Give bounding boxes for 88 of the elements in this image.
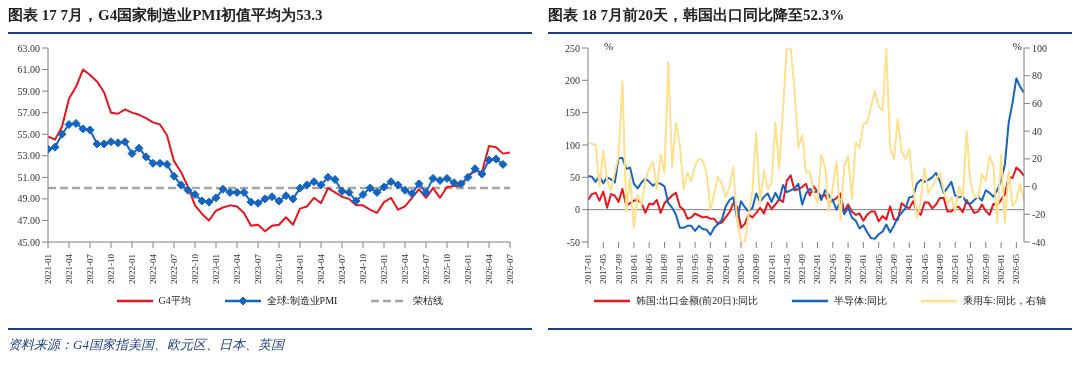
x-tick-label: 2017-05 xyxy=(598,253,609,284)
x-tick-label: 2026-05 xyxy=(1011,253,1022,284)
x-tick-label: 2026-04 xyxy=(484,253,494,284)
x-tick-label: 2022-01 xyxy=(127,254,137,284)
x-tick-label: 2019-09 xyxy=(705,253,716,284)
legend-label: 韩国:出口金额(前20日):同比 xyxy=(636,294,759,308)
x-tick-label: 2021-05 xyxy=(781,253,792,284)
x-tick-label: 2022-05 xyxy=(827,253,838,284)
y-tick-label: 250 xyxy=(565,42,580,54)
y2-tick-label: 40 xyxy=(1032,125,1042,137)
x-tick-label: 2022-10 xyxy=(190,253,200,284)
x-tick-label: 2022-07 xyxy=(169,253,179,284)
x-tick-label: 2025-04 xyxy=(400,253,410,284)
x-tick-label: 2024-04 xyxy=(316,253,326,284)
y-tick-label: 61.00 xyxy=(17,64,40,76)
x-tick-label: 2023-01 xyxy=(858,254,869,284)
y2-tick-label: 0 xyxy=(1032,181,1037,193)
y-tick-label: 50 xyxy=(570,171,580,183)
y-tick-label: 57.00 xyxy=(17,107,40,119)
x-tick-label: 2024-01 xyxy=(904,254,915,284)
legend-label: 全球:制造业PMI xyxy=(266,294,338,308)
x-tick-label: 2023-10 xyxy=(274,253,284,284)
x-tick-label: 2026-01 xyxy=(463,254,473,284)
legend-label: 荣枯线 xyxy=(413,294,444,308)
x-tick-label: 2017-09 xyxy=(613,253,624,284)
y-tick-label: 47.00 xyxy=(17,214,40,226)
y2-tick-label: -20 xyxy=(1032,208,1046,220)
y2-tick-label: 80 xyxy=(1032,70,1042,82)
x-tick-label: 2024-05 xyxy=(919,253,930,284)
x-tick-label: 2020-01 xyxy=(720,254,731,284)
x-tick-label: 2021-07 xyxy=(85,253,95,284)
y2-tick-label: -40 xyxy=(1032,236,1046,248)
x-tick-label: 2024-09 xyxy=(934,253,945,284)
x-tick-label: 2024-01 xyxy=(295,254,305,284)
x-tick-label: 2025-01 xyxy=(950,254,961,284)
x-tick-label: 2018-05 xyxy=(644,253,655,284)
legend-label: 半导体:同比 xyxy=(834,294,888,308)
y-tick-label: 59.00 xyxy=(17,85,40,97)
y-tick-label: -50 xyxy=(566,236,580,248)
x-tick-label: 2025-10 xyxy=(442,253,452,284)
x-tick-label: 2020-09 xyxy=(751,253,762,284)
legend-label: 乘用车:同比，右轴 xyxy=(963,294,1046,308)
y-tick-label: 0 xyxy=(575,204,580,216)
x-tick-label: 2022-01 xyxy=(812,254,823,284)
x-tick-label: 2026-01 xyxy=(996,254,1007,284)
y-tick-label: 63.00 xyxy=(17,42,40,54)
chart-title: 图表 18 7月前20天，韩国出口同比降至52.3% xyxy=(548,6,1072,34)
x-tick-label: 2023-05 xyxy=(873,253,884,284)
text: 资料来源：G4国家指美国、欧元区、日本、英国 xyxy=(8,336,286,354)
y-tick-label: 150 xyxy=(565,107,580,119)
x-tick-label: 2019-05 xyxy=(690,253,701,284)
legend-label: G4平均 xyxy=(158,294,191,308)
y-tick-label: 49.00 xyxy=(17,193,40,205)
x-tick-label: 2021-01 xyxy=(43,254,53,284)
x-tick-label: 2023-01 xyxy=(211,254,221,284)
y-tick-label: 45.00 xyxy=(17,236,40,248)
x-tick-label: 2017-01 xyxy=(583,254,593,284)
x-tick-label: 2021-10 xyxy=(106,253,116,284)
y-tick-label: 51.00 xyxy=(17,171,40,183)
x-tick-label: 2018-09 xyxy=(659,253,670,284)
y-axis-title: % xyxy=(604,40,614,52)
x-tick-label: 2021-09 xyxy=(797,253,808,284)
x-tick-label: 2018-01 xyxy=(628,254,639,284)
x-tick-label: 2025-09 xyxy=(980,253,991,284)
y2-tick-label: 100 xyxy=(1032,42,1047,54)
x-tick-label: 2023-04 xyxy=(232,253,242,284)
x-tick-label: 2025-05 xyxy=(965,253,976,284)
x-tick-label: 2021-01 xyxy=(766,254,777,284)
y2-tick-label: 60 xyxy=(1032,97,1042,109)
x-tick-label: 2019-01 xyxy=(674,254,685,284)
y-tick-label: 100 xyxy=(565,139,580,151)
x-tick-label: 2023-07 xyxy=(253,253,263,284)
x-tick-label: 2024-07 xyxy=(337,253,347,284)
x-tick-label: 2021-04 xyxy=(64,253,74,284)
x-tick-label: 2023-09 xyxy=(888,253,899,284)
y-tick-label: 200 xyxy=(565,74,580,86)
x-tick-label: 2022-09 xyxy=(843,253,854,284)
y2-axis-title: % xyxy=(1012,40,1022,52)
x-tick-label: 2025-07 xyxy=(421,253,431,284)
x-tick-label: 2025-01 xyxy=(379,254,389,284)
x-tick-label: 2024-10 xyxy=(358,253,368,284)
x-tick-label: 2026-07 xyxy=(505,253,515,284)
x-tick-label: 2020-05 xyxy=(735,253,746,284)
y-tick-label: 55.00 xyxy=(17,128,40,140)
y2-tick-label: 20 xyxy=(1032,153,1042,165)
chart-title: 图表 17 7月，G4国家制造业PMI初值平均为53.3 xyxy=(8,6,532,34)
x-tick-label: 2022-04 xyxy=(148,253,158,284)
y-tick-label: 53.00 xyxy=(17,150,40,162)
